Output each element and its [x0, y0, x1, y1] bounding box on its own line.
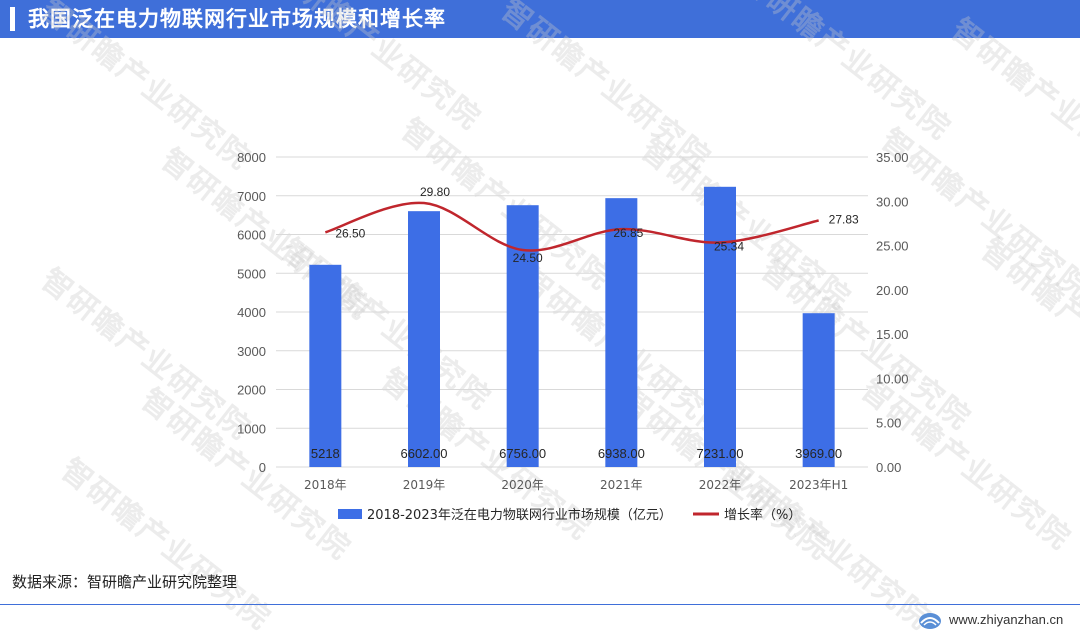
- line-value-label: 24.50: [513, 251, 543, 265]
- y-left-tick-label: 1000: [237, 421, 266, 436]
- x-tick-label: 2023年H1: [789, 478, 848, 492]
- line-value-label: 27.83: [829, 213, 859, 227]
- bar: [704, 186, 736, 467]
- x-tick-label: 2020年: [501, 478, 544, 492]
- y-right-tick-label: 25.00: [876, 239, 909, 254]
- y-right-tick-label: 5.00: [876, 416, 901, 431]
- x-tick-label: 2021年: [600, 478, 643, 492]
- bar: [408, 211, 440, 467]
- y-left-tick-label: 5000: [237, 266, 266, 281]
- line-value-label: 26.50: [335, 226, 365, 240]
- y-left-tick-label: 3000: [237, 344, 266, 359]
- page-title: 我国泛在电力物联网行业市场规模和增长率: [28, 7, 446, 31]
- bar-value-label: 6756.00: [499, 446, 546, 461]
- y-left-tick-label: 0: [259, 460, 266, 475]
- chart: 0 1000 2000 3000 4000 5000 6000 7000 8000 0.00 5.0…: [237, 150, 909, 523]
- bar: [309, 264, 342, 467]
- bar: [802, 313, 835, 467]
- y-left-tick-label: 8000: [237, 150, 266, 165]
- bar-value-label: 7231.00: [697, 446, 744, 461]
- bar-value-label: 6938.00: [598, 446, 645, 461]
- y-right-tick-label: 30.00: [876, 194, 909, 209]
- site-url: www.zhiyanzhan.cn: [949, 612, 1064, 627]
- y-right-tick-label: 0.00: [876, 460, 901, 475]
- title-accent-bar: [10, 7, 15, 31]
- site-logo-icon: [919, 613, 941, 629]
- y-left-tick-label: 6000: [237, 228, 266, 243]
- bar: [506, 205, 539, 467]
- y-right-tick-label: 15.00: [876, 327, 909, 342]
- line-value-label: 25.34: [714, 240, 744, 254]
- y-right-tick-label: 35.00: [876, 150, 909, 165]
- x-tick-label: 2022年: [699, 478, 742, 492]
- y-left-tick-label: 7000: [237, 189, 266, 204]
- bar-value-label: 3969.00: [795, 446, 842, 461]
- line-value-label: 26.85: [613, 226, 643, 240]
- legend-bar-swatch: [338, 509, 362, 519]
- y-left-tick-label: 4000: [237, 305, 266, 320]
- title-bar: 我国泛在电力物联网行业市场规模和增长率: [0, 0, 1080, 38]
- y-right-tick-label: 20.00: [876, 283, 909, 298]
- x-tick-label: 2019年: [403, 478, 446, 492]
- legend-line-label: 增长率（%）: [724, 507, 801, 523]
- bar-value-label: 5218: [311, 446, 340, 461]
- growth-rate-line: [324, 201, 819, 252]
- bar-value-label: 6602.00: [401, 446, 448, 461]
- x-tick-label: 2018年: [304, 478, 347, 492]
- source-note: 数据来源：智研瞻产业研究院整理: [12, 573, 238, 591]
- line-value-label: 29.80: [420, 185, 450, 199]
- footer-divider: [0, 604, 1080, 605]
- y-left-tick-label: 2000: [237, 383, 266, 398]
- y-right-tick-label: 10.00: [876, 371, 909, 386]
- bar: [605, 198, 638, 467]
- legend-bar-label: 2018-2023年泛在电力物联网行业市场规模（亿元）: [367, 507, 672, 523]
